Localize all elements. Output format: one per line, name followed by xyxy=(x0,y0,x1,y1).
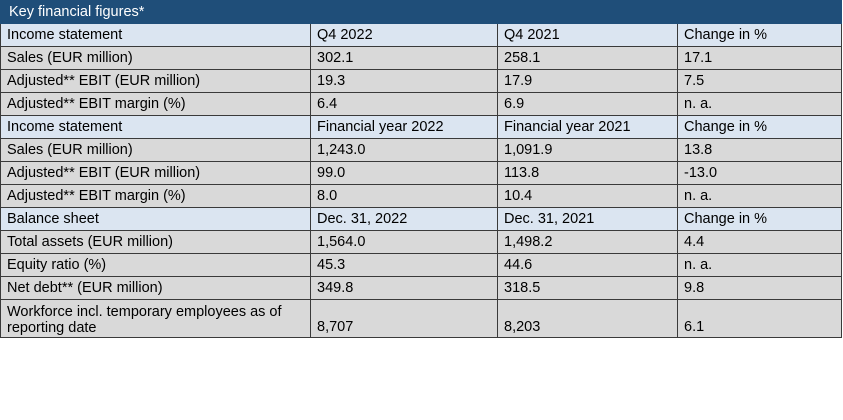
value-cell: 17.9 xyxy=(497,69,678,93)
section-header-row: Balance sheet Dec. 31, 2022 Dec. 31, 202… xyxy=(0,207,843,231)
row-label: Total assets (EUR million) xyxy=(0,230,311,254)
section-header-cell: Change in % xyxy=(676,115,843,139)
table-row: Adjusted** EBIT (EUR million) 99.0 113.8… xyxy=(0,161,843,185)
row-label: Sales (EUR million) xyxy=(0,46,311,70)
table-row: Adjusted** EBIT margin (%) 8.0 10.4 n. a… xyxy=(0,184,843,208)
value-cell: 19.3 xyxy=(310,69,498,93)
table-row: Sales (EUR million) 1,243.0 1,091.9 13.8 xyxy=(0,138,843,162)
value-cell: 6.4 xyxy=(310,92,498,116)
table-row: Workforce incl. temporary employees as o… xyxy=(0,299,843,338)
value-cell: 10.4 xyxy=(497,184,678,208)
value-cell: 302.1 xyxy=(310,46,498,70)
section-header-cell: Income statement xyxy=(0,23,311,47)
value-cell: 8,707 xyxy=(310,299,498,338)
value-cell: 258.1 xyxy=(497,46,678,70)
row-label: Equity ratio (%) xyxy=(0,253,311,277)
value-cell: 318.5 xyxy=(497,276,678,300)
section-header-row: Income statement Financial year 2022 Fin… xyxy=(0,115,843,139)
table-title-row: Key financial figures* xyxy=(0,0,843,24)
table-row: Total assets (EUR million) 1,564.0 1,498… xyxy=(0,230,843,254)
row-label: Workforce incl. temporary employees as o… xyxy=(0,299,311,338)
table-row: Sales (EUR million) 302.1 258.1 17.1 xyxy=(0,46,843,70)
section-header-cell: Q4 2022 xyxy=(310,23,498,47)
row-label: Sales (EUR million) xyxy=(0,138,311,162)
table-title: Key financial figures* xyxy=(0,0,843,24)
row-label: Adjusted** EBIT (EUR million) xyxy=(0,161,311,185)
row-label: Adjusted** EBIT margin (%) xyxy=(0,92,311,116)
value-cell: 45.3 xyxy=(310,253,498,277)
value-cell: 99.0 xyxy=(310,161,498,185)
section-header-cell: Change in % xyxy=(676,23,843,47)
value-cell: 1,243.0 xyxy=(310,138,498,162)
change-cell: 7.5 xyxy=(676,69,843,93)
section-header-cell: Q4 2021 xyxy=(497,23,678,47)
change-cell: n. a. xyxy=(676,253,843,277)
value-cell: 8,203 xyxy=(497,299,678,338)
value-cell: 113.8 xyxy=(497,161,678,185)
section-header-cell: Financial year 2021 xyxy=(497,115,678,139)
key-financial-figures-table: Key financial figures* Income statement … xyxy=(0,0,843,338)
row-label: Net debt** (EUR million) xyxy=(0,276,311,300)
row-label: Adjusted** EBIT (EUR million) xyxy=(0,69,311,93)
value-cell: 1,564.0 xyxy=(310,230,498,254)
section-header-cell: Income statement xyxy=(0,115,311,139)
table-row: Net debt** (EUR million) 349.8 318.5 9.8 xyxy=(0,276,843,300)
change-cell: n. a. xyxy=(676,92,843,116)
section-header-row: Income statement Q4 2022 Q4 2021 Change … xyxy=(0,23,843,47)
section-header-cell: Dec. 31, 2021 xyxy=(497,207,678,231)
change-cell: 4.4 xyxy=(676,230,843,254)
change-cell: 9.8 xyxy=(676,276,843,300)
value-cell: 349.8 xyxy=(310,276,498,300)
change-cell: 13.8 xyxy=(676,138,843,162)
value-cell: 1,091.9 xyxy=(497,138,678,162)
section-header-cell: Balance sheet xyxy=(0,207,311,231)
change-cell: n. a. xyxy=(676,184,843,208)
table-row: Adjusted** EBIT margin (%) 6.4 6.9 n. a. xyxy=(0,92,843,116)
section-header-cell: Dec. 31, 2022 xyxy=(310,207,498,231)
value-cell: 44.6 xyxy=(497,253,678,277)
change-cell: 6.1 xyxy=(676,299,843,338)
change-cell: 17.1 xyxy=(676,46,843,70)
table-row: Adjusted** EBIT (EUR million) 19.3 17.9 … xyxy=(0,69,843,93)
table-row: Equity ratio (%) 45.3 44.6 n. a. xyxy=(0,253,843,277)
section-header-cell: Change in % xyxy=(676,207,843,231)
value-cell: 6.9 xyxy=(497,92,678,116)
change-cell: -13.0 xyxy=(676,161,843,185)
value-cell: 1,498.2 xyxy=(497,230,678,254)
value-cell: 8.0 xyxy=(310,184,498,208)
section-header-cell: Financial year 2022 xyxy=(310,115,498,139)
row-label: Adjusted** EBIT margin (%) xyxy=(0,184,311,208)
